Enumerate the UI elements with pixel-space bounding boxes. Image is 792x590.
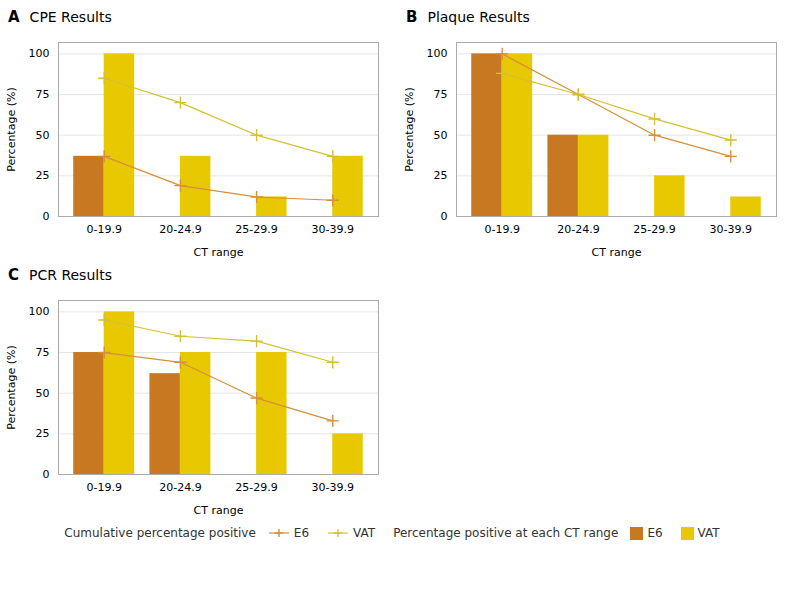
- svg-text:0-19.9: 0-19.9: [484, 223, 519, 236]
- svg-text:75: 75: [36, 88, 50, 101]
- svg-text:25-29.9: 25-29.9: [633, 223, 675, 236]
- svg-text:0-19.9: 0-19.9: [86, 223, 121, 236]
- html-text:CPE Results: CPE Results: [29, 9, 112, 25]
- svg-text:25-29.9: 25-29.9: [235, 481, 277, 494]
- svg-text:CT range: CT range: [592, 246, 642, 259]
- svg-text:50: 50: [36, 387, 50, 400]
- html-text:Plaque Results: Plaque Results: [427, 9, 530, 25]
- svg-text:50: 50: [36, 129, 50, 142]
- svg-text:25-29.9: 25-29.9: [235, 223, 277, 236]
- svg-text:50: 50: [434, 129, 448, 142]
- svg-text:100: 100: [427, 47, 448, 60]
- svg-text:0: 0: [441, 210, 448, 223]
- svg-text:20-24.9: 20-24.9: [159, 223, 201, 236]
- html-text:VAT: VAT: [353, 526, 376, 540]
- svg-text:30-39.9: 30-39.9: [312, 223, 354, 236]
- svg-text:75: 75: [36, 346, 50, 359]
- svg-text:25: 25: [36, 169, 50, 182]
- svg-text:Percentage (%): Percentage (%): [5, 345, 18, 429]
- svg-text:20-24.9: 20-24.9: [159, 481, 201, 494]
- svg-text:30-39.9: 30-39.9: [312, 481, 354, 494]
- svg-text:75: 75: [434, 88, 448, 101]
- svg-text:0: 0: [43, 210, 50, 223]
- html-text:Percentage positive at each CT: Percentage positive at each CT range: [393, 526, 619, 540]
- html-text:Cumulative percentage positive: Cumulative percentage positive: [64, 526, 256, 540]
- html-text:E6: E6: [293, 526, 310, 540]
- svg-text:Percentage (%): Percentage (%): [5, 87, 18, 171]
- svg-text:Percentage (%): Percentage (%): [403, 87, 416, 171]
- html-text:VAT: VAT: [697, 526, 720, 540]
- svg-text:100: 100: [29, 47, 50, 60]
- svg-text:25: 25: [434, 169, 448, 182]
- html-text:A: A: [8, 8, 20, 26]
- svg-text:20-24.9: 20-24.9: [557, 223, 599, 236]
- html-text:E6: E6: [647, 526, 663, 540]
- svg-text:25: 25: [36, 427, 50, 440]
- html-text:C: C: [8, 266, 19, 284]
- svg-text:CT range: CT range: [194, 504, 244, 517]
- html-text:PCR Results: PCR Results: [29, 267, 112, 283]
- svg-text:100: 100: [29, 305, 50, 318]
- html-text:B: B: [406, 8, 418, 26]
- svg-text:CT range: CT range: [194, 246, 244, 259]
- svg-text:30-39.9: 30-39.9: [710, 223, 752, 236]
- svg-text:0-19.9: 0-19.9: [86, 481, 121, 494]
- svg-text:0: 0: [43, 468, 50, 481]
